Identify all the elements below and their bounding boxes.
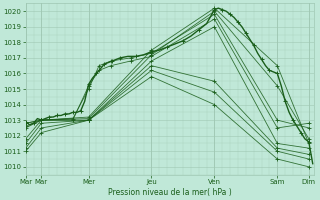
X-axis label: Pression niveau de la mer( hPa ): Pression niveau de la mer( hPa ) <box>108 188 232 197</box>
